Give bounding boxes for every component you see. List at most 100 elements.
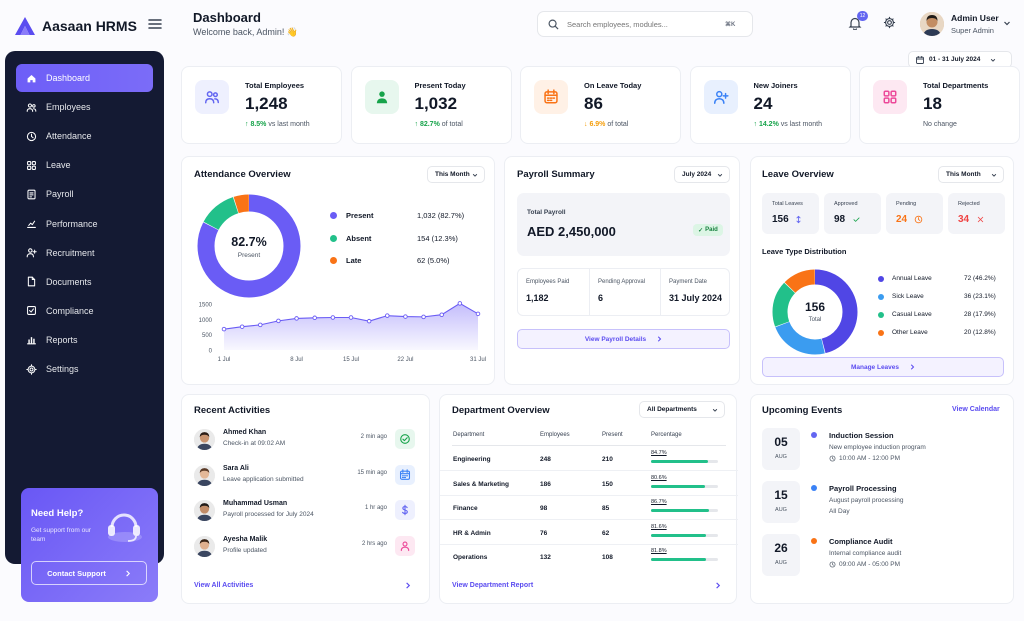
dept-percentage: 84.7% — [651, 450, 667, 456]
legend-dot-sick-leave — [878, 294, 884, 300]
stat-delta: ↑ 8.5% vs last month — [245, 121, 310, 128]
stat-label: Total Departments — [923, 81, 989, 90]
x-tick-label: 15 Jul — [343, 357, 359, 363]
event-item[interactable]: 05 AUG Induction Session New employee induc… — [762, 428, 1005, 472]
user-check-icon — [364, 80, 399, 114]
payroll-card: Payroll Summary July 2024 Total Payroll … — [504, 156, 740, 385]
settings-gear-icon[interactable] — [883, 16, 896, 29]
view-department-report-link[interactable]: View Department Report — [452, 582, 534, 589]
view-calendar-link[interactable]: View Calendar — [952, 406, 1000, 413]
sidebar-item-reports[interactable]: Reports — [16, 326, 153, 354]
activity-item[interactable]: Sara Ali Leave application submitted 15 mi… — [194, 463, 419, 493]
stat-delta: ↑ 82.7% of total — [415, 121, 463, 128]
stat-delta-text: No change — [923, 121, 957, 128]
progress-fill — [651, 509, 710, 512]
payroll-cell-label: Payment Date — [669, 279, 708, 285]
activities-title: Recent Activities — [194, 405, 271, 416]
event-item[interactable]: 26 AUG Compliance Audit Internal compliance… — [762, 534, 1005, 578]
data-point — [403, 314, 408, 319]
data-point — [276, 318, 281, 324]
activity-time: 2 hrs ago — [361, 540, 387, 547]
view-payroll-button[interactable]: View Payroll Details — [517, 329, 730, 349]
search-bar[interactable]: ⌘K — [537, 11, 753, 37]
event-date-box: 15 AUG — [762, 481, 800, 523]
donut-segment-sick-leave — [772, 269, 858, 355]
sidebar-item-payroll[interactable]: Payroll — [16, 180, 153, 208]
leave-stat-value: 34 — [958, 214, 970, 225]
progress-track — [651, 484, 718, 488]
stat-card-present-today: Present Today 1,032 ↑ 82.7% of total — [350, 66, 512, 144]
event-desc: August payroll processing — [829, 497, 904, 504]
chevron-down-icon[interactable] — [1003, 19, 1011, 27]
attendance-donut-chart — [197, 194, 301, 298]
sidebar-item-leave[interactable]: Leave — [16, 151, 153, 179]
sidebar-item-recruitment[interactable]: Recruitment — [16, 239, 153, 267]
sidebar-item-employees[interactable]: Employees — [16, 93, 153, 121]
gear-icon — [26, 363, 37, 375]
dept-name: HR & Admin — [453, 529, 491, 537]
activity-item[interactable]: Ayesha Malik Profile updated 2 hrs ago — [194, 534, 419, 564]
event-item[interactable]: 15 AUG Payroll Processing August payroll pr… — [762, 481, 1005, 525]
table-row[interactable]: Finance 98 85 86.7% — [440, 496, 738, 520]
clock-icon — [829, 561, 836, 568]
user-avatar[interactable] — [920, 12, 944, 36]
sidebar-item-attendance[interactable]: Attendance — [16, 122, 153, 150]
leave-stat-label: Approved — [834, 201, 858, 207]
departments-filter-label: All Departments — [647, 406, 697, 413]
payroll-status-badge: ✓ Paid — [693, 224, 723, 236]
stat-delta: ↑ 14.2% vs last month — [754, 121, 823, 128]
sidebar-item-settings[interactable]: Settings — [16, 355, 153, 383]
leave-filter[interactable]: This Month — [938, 166, 1004, 183]
users-icon — [195, 80, 229, 114]
legend-dot-casual-leave — [878, 312, 884, 318]
bell-icon[interactable] — [848, 16, 862, 30]
table-header-department: Department — [453, 432, 485, 438]
dept-present: 150 — [602, 480, 613, 488]
progress-fill — [651, 484, 705, 488]
clock-icon — [829, 455, 836, 462]
chevron-right-icon[interactable] — [714, 582, 721, 589]
chevron-right-icon[interactable] — [404, 582, 411, 589]
data-point — [294, 316, 299, 321]
table-row[interactable]: HR & Admin 76 62 81.6% — [440, 521, 738, 545]
sidebar-item-performance[interactable]: Performance — [16, 210, 153, 238]
bar-chart-icon — [26, 334, 37, 345]
menu-icon[interactable] — [148, 18, 162, 30]
activity-name: Ayesha Malik — [223, 535, 268, 543]
table-row[interactable]: Operations 132 108 81.8% — [440, 545, 738, 569]
view-all-activities-link[interactable]: View All Activities — [194, 582, 254, 589]
sidebar-item-label: Settings — [46, 364, 79, 374]
departments-filter[interactable]: All Departments — [639, 401, 725, 418]
y-tick-label: 500 — [202, 333, 213, 339]
leave-dist-title: Leave Type Distribution — [762, 247, 847, 256]
activity-item[interactable]: Ahmed Khan Check-in at 09:02 AM 2 min ago — [194, 427, 419, 457]
event-day: 26 — [774, 541, 788, 555]
dept-name: Engineering — [453, 456, 491, 463]
attendance-center-label: Present — [237, 252, 261, 259]
chevron-right-icon — [658, 336, 662, 342]
table-row[interactable]: Sales & Marketing 186 150 80.6% — [440, 472, 738, 496]
grid-icon — [26, 160, 37, 171]
attendance-filter[interactable]: This Month — [427, 166, 485, 183]
manage-leaves-button[interactable]: Manage Leaves — [762, 357, 1004, 377]
activity-item[interactable]: Muhammad Usman Payroll processed for July… — [194, 498, 419, 528]
sidebar-item-compliance[interactable]: Compliance — [16, 297, 153, 325]
clock-icon — [26, 131, 37, 142]
data-point — [421, 314, 426, 320]
legend-label: Present — [346, 211, 374, 220]
dept-name: Sales & Marketing — [453, 480, 509, 488]
leave-type-value: 72 (46.2%) — [964, 275, 996, 282]
data-point — [439, 312, 444, 317]
sidebar-item-dashboard[interactable]: Dashboard — [16, 64, 153, 92]
contact-support-button[interactable]: Contact Support — [31, 561, 147, 585]
dept-present: 85 — [602, 505, 610, 512]
dept-present: 108 — [602, 554, 613, 561]
leave-type-label: Annual Leave — [892, 275, 932, 282]
search-input[interactable] — [567, 19, 717, 29]
table-row[interactable]: Engineering 248 210 84.7% — [440, 447, 738, 471]
check-icon — [852, 215, 861, 224]
sidebar-item-documents[interactable]: Documents — [16, 268, 153, 296]
avatar-image — [920, 12, 944, 36]
payroll-filter[interactable]: July 2024 — [674, 166, 730, 183]
legend-dot-other-leave — [878, 330, 884, 336]
